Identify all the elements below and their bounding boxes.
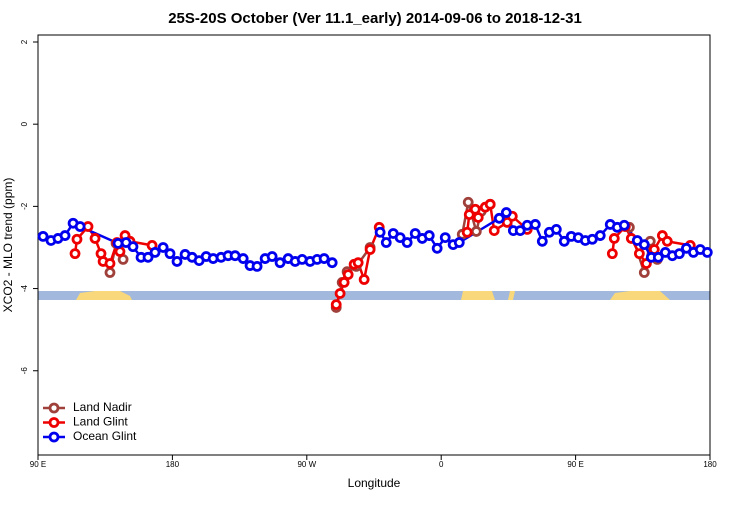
- data-point: [462, 196, 474, 208]
- land-patch: [461, 291, 495, 300]
- legend-marker: [48, 417, 60, 428]
- data-point: [71, 233, 83, 245]
- x-tick-label: 90 E: [567, 460, 583, 469]
- data-point: [374, 226, 386, 238]
- data-point: [431, 242, 443, 254]
- data-point: [59, 230, 71, 241]
- data-point: [171, 256, 183, 267]
- data-point: [149, 246, 161, 258]
- data-point: [638, 267, 650, 278]
- x-tick-label: 180: [703, 460, 717, 469]
- land-ocean-strip: [38, 291, 710, 300]
- data-point: [37, 230, 49, 242]
- x-tick-label: 180: [166, 460, 180, 469]
- x-tick-label: 0: [439, 460, 444, 469]
- data-point: [142, 251, 154, 263]
- data-point: [164, 248, 176, 260]
- data-point: [453, 237, 465, 248]
- data-point: [104, 267, 116, 278]
- legend-label: Ocean Glint: [73, 429, 137, 443]
- data-point: [364, 244, 376, 255]
- chart-title: 25S-20S October (Ver 11.1_early) 2014-09…: [168, 10, 582, 27]
- data-point: [608, 233, 620, 244]
- data-point: [326, 257, 338, 269]
- data-point: [461, 226, 473, 238]
- data-point: [439, 232, 451, 244]
- data-point: [514, 225, 526, 237]
- land-patch: [508, 291, 515, 300]
- legend-marker: [48, 402, 60, 414]
- data-point: [338, 276, 350, 288]
- data-point: [394, 232, 406, 244]
- data-point: [661, 235, 673, 247]
- data-point: [352, 257, 364, 269]
- data-point: [74, 221, 86, 232]
- plot-frame: [37, 34, 711, 456]
- data-point: [558, 235, 570, 247]
- data-point: [488, 225, 500, 237]
- y-tick-label: -2: [20, 202, 29, 210]
- data-point: [529, 219, 541, 230]
- y-tick-label: 0: [20, 121, 29, 126]
- data-point: [380, 237, 392, 248]
- y-axis-label: XCO2 - MLO trend (ppm): [1, 178, 15, 313]
- land-patch: [76, 291, 132, 300]
- data-point: [251, 260, 263, 272]
- legend-marker: [48, 431, 60, 443]
- data-point: [472, 212, 484, 223]
- data-point: [104, 258, 116, 269]
- data-point: [606, 248, 618, 260]
- legend-label: Land Nadir: [73, 400, 132, 414]
- data-point: [500, 207, 512, 218]
- data-point: [157, 242, 169, 253]
- data-point: [274, 257, 286, 269]
- x-axis-label: Longitude: [348, 476, 401, 490]
- data-point: [342, 269, 354, 280]
- data-point: [69, 248, 81, 260]
- data-point: [127, 241, 139, 253]
- data-point: [701, 246, 713, 258]
- data-point: [114, 246, 126, 257]
- data-point: [633, 248, 645, 260]
- data-point: [409, 228, 421, 239]
- data-point: [469, 203, 481, 215]
- data-point: [89, 233, 101, 244]
- data-point: [594, 230, 606, 241]
- legend-label: Land Glint: [73, 415, 128, 429]
- x-tick-label: 90 W: [297, 460, 316, 469]
- data-point: [237, 253, 249, 264]
- data-point: [470, 226, 482, 237]
- data-point: [638, 239, 650, 250]
- y-tick-label: -6: [20, 367, 29, 375]
- x-tick-label: 90 E: [30, 460, 46, 469]
- data-point: [334, 288, 346, 299]
- data-point: [318, 253, 330, 264]
- data-point: [423, 230, 435, 241]
- data-point: [484, 198, 496, 210]
- data-point: [550, 223, 562, 235]
- ocean-strip: [38, 291, 710, 300]
- data-point: [618, 219, 630, 231]
- y-tick-label: -4: [20, 284, 29, 292]
- data-point: [652, 251, 664, 263]
- y-tick-label: 2: [20, 39, 29, 44]
- data-point: [358, 274, 370, 285]
- data-point: [266, 251, 278, 262]
- data-point: [330, 299, 342, 310]
- data-point: [401, 237, 413, 248]
- data-point: [536, 235, 548, 247]
- data-point: [673, 248, 685, 260]
- data-point: [493, 212, 505, 224]
- land-patch: [610, 291, 670, 300]
